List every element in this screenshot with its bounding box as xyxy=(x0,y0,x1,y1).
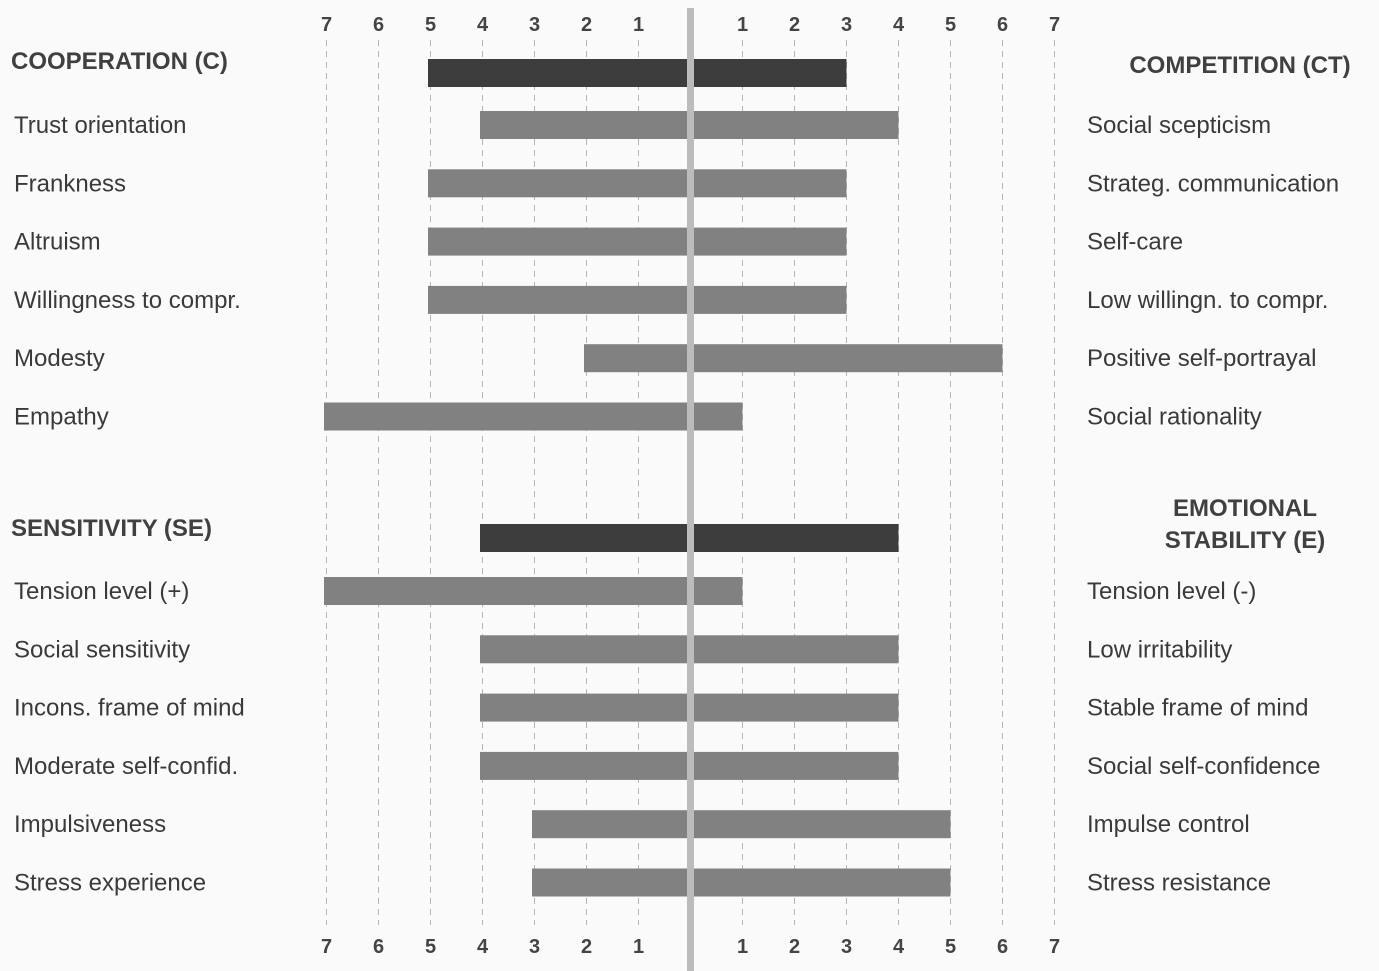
tick-label-left: 6 xyxy=(373,14,384,36)
row-label-left: Empathy xyxy=(14,404,109,431)
facet-bar-right xyxy=(694,285,847,314)
tick-label-right: 7 xyxy=(1049,936,1060,958)
row-label-right: Social self-confidence xyxy=(1087,753,1320,780)
tick-label-left: 7 xyxy=(321,14,332,36)
section-title-right: STABILITY (E) xyxy=(1165,527,1325,554)
tick-label-left: 4 xyxy=(477,14,489,36)
facet-bar-right xyxy=(694,868,951,897)
facet-bar-right xyxy=(694,111,899,139)
tick-label-right: 3 xyxy=(841,14,852,36)
facet-bar-left xyxy=(480,693,688,722)
row-label-right: Low willingn. to compr. xyxy=(1087,287,1328,314)
row-label-left: Willingness to compr. xyxy=(14,287,241,314)
facet-bar-left xyxy=(584,344,688,373)
facet-bar-right xyxy=(694,693,899,722)
tick-label-right: 2 xyxy=(789,14,800,36)
tick-label-right: 2 xyxy=(789,936,800,958)
section-title-left: SENSITIVITY (SE) xyxy=(11,515,212,542)
facet-bar-right xyxy=(694,227,847,256)
tick-label-left: 7 xyxy=(321,936,332,958)
row-label-right: Social scepticism xyxy=(1087,112,1271,139)
facet-bar-left xyxy=(532,868,688,897)
tick-label-right: 1 xyxy=(737,936,748,958)
facet-bar-left xyxy=(532,810,688,839)
row-label-left: Altruism xyxy=(14,229,101,256)
tick-label-left: 1 xyxy=(633,14,644,36)
axis-ticks: 7 6 5 4 3 2 1 1 2 3 4 5 6 7 7 6 5 4 3 2 1 1 2 3 4 5 6 7 xyxy=(321,14,1060,958)
row-label-right: Positive self-portrayal xyxy=(1087,345,1316,372)
tick-label-left: 2 xyxy=(581,14,592,36)
section-title-left: COOPERATION (C) xyxy=(11,48,228,75)
row-label-right: Strateg. communication xyxy=(1087,170,1339,197)
tick-label-left: 3 xyxy=(529,14,540,36)
tick-label-left: 6 xyxy=(373,936,384,958)
section-title-right: EMOTIONAL xyxy=(1173,495,1317,522)
tick-label-right: 1 xyxy=(737,14,748,36)
section-title-right: COMPETITION (CT) xyxy=(1129,52,1350,79)
tick-label-right: 6 xyxy=(997,936,1008,958)
tick-label-left: 5 xyxy=(425,14,436,36)
facet-bar-left xyxy=(324,402,688,431)
facet-bar-left xyxy=(480,635,688,664)
row-labels: COOPERATION (C) COMPETITION (CT) Trust ori… xyxy=(11,48,1351,897)
tick-label-left: 2 xyxy=(581,936,592,958)
tick-label-right: 5 xyxy=(945,936,956,958)
facet-bar-left xyxy=(480,111,688,139)
facet-bar-left xyxy=(480,751,688,780)
row-label-right: Social rationality xyxy=(1087,404,1262,431)
summary-bar-right xyxy=(694,59,847,87)
row-label-right: Stress resistance xyxy=(1087,870,1271,897)
row-label-left: Tension level (+) xyxy=(14,578,189,605)
summary-bar-right xyxy=(694,524,899,552)
facet-bar-left xyxy=(324,577,688,605)
facet-bar-right xyxy=(694,577,743,605)
facet-bar-right xyxy=(694,344,1003,373)
tick-label-right: 4 xyxy=(893,936,905,958)
tick-label-right: 6 xyxy=(997,14,1008,36)
tick-label-left: 1 xyxy=(633,936,644,958)
facet-bar-right xyxy=(694,810,951,839)
facet-bar-left xyxy=(428,169,688,198)
facet-bar-right xyxy=(694,751,899,780)
summary-bar-left xyxy=(428,59,688,87)
row-label-right: Low irritability xyxy=(1087,636,1232,663)
row-label-left: Modesty xyxy=(14,345,105,372)
facet-bar-right xyxy=(694,635,899,664)
row-label-right: Self-care xyxy=(1087,229,1183,256)
row-label-left: Trust orientation xyxy=(14,112,187,139)
row-label-left: Stress experience xyxy=(14,870,206,897)
facet-bar-left xyxy=(428,285,688,314)
tick-label-left: 5 xyxy=(425,936,436,958)
row-label-right: Stable frame of mind xyxy=(1087,695,1308,722)
tick-label-left: 4 xyxy=(477,936,489,958)
row-label-right: Tension level (-) xyxy=(1087,578,1256,605)
row-label-right: Impulse control xyxy=(1087,811,1250,838)
row-label-left: Incons. frame of mind xyxy=(14,695,245,722)
facet-bar-right xyxy=(694,402,743,431)
row-label-left: Moderate self-confid. xyxy=(14,753,238,780)
row-label-left: Frankness xyxy=(14,170,126,197)
tick-label-left: 3 xyxy=(529,936,540,958)
tick-label-right: 3 xyxy=(841,936,852,958)
facet-bar-left xyxy=(428,227,688,256)
tick-label-right: 7 xyxy=(1049,14,1060,36)
row-label-left: Impulsiveness xyxy=(14,811,166,838)
tick-label-right: 5 xyxy=(945,14,956,36)
tick-label-right: 4 xyxy=(893,14,905,36)
summary-bar-left xyxy=(480,524,688,552)
row-label-left: Social sensitivity xyxy=(14,636,190,663)
bars xyxy=(324,59,1003,897)
facet-bar-right xyxy=(694,169,847,198)
